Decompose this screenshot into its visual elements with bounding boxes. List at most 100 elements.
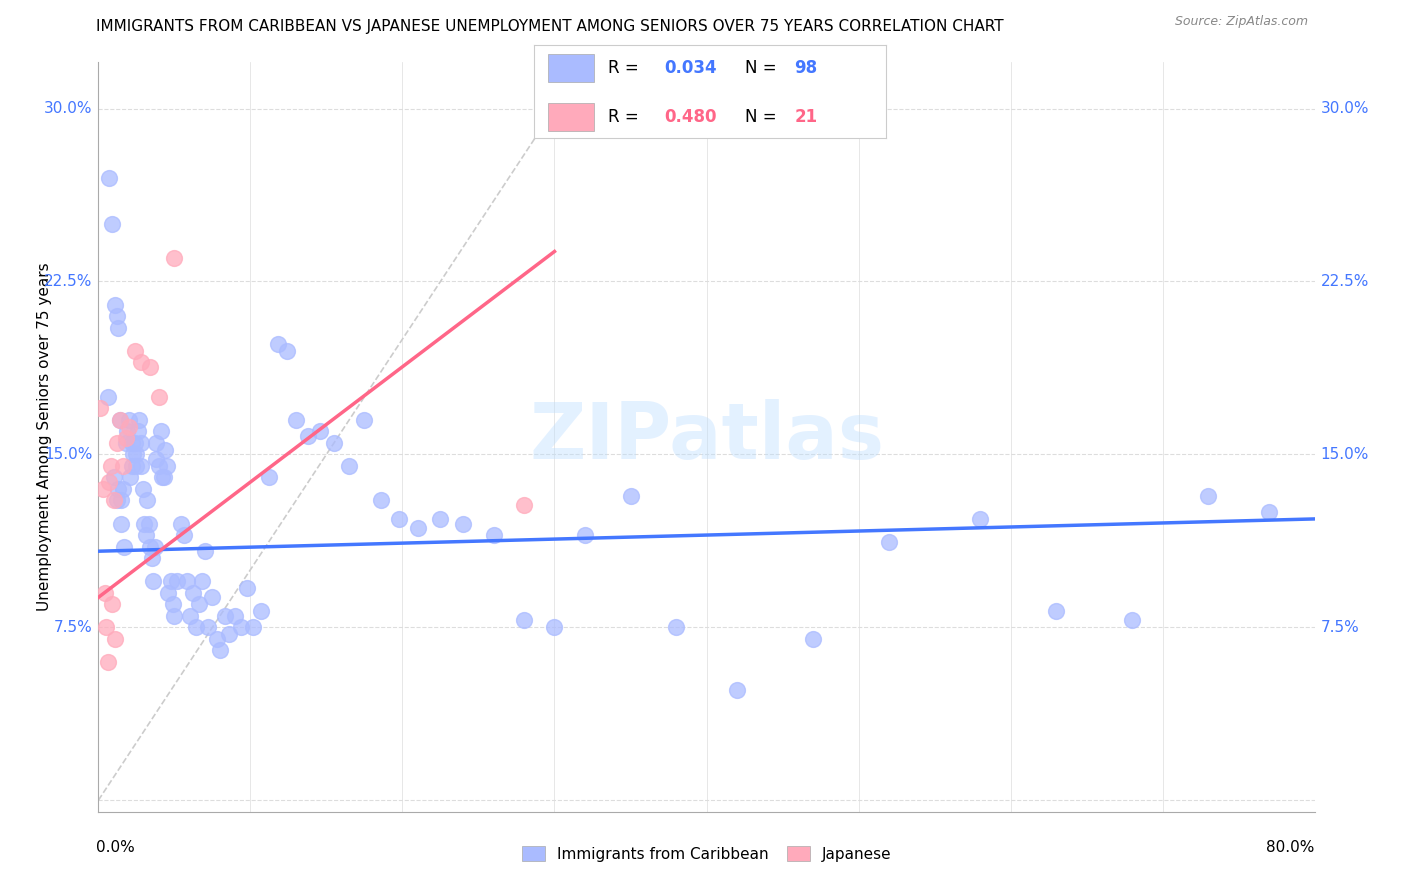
Text: 21: 21 bbox=[794, 108, 817, 126]
Point bbox=[214, 608, 236, 623]
Point bbox=[96, 655, 118, 669]
Point bbox=[184, 620, 207, 634]
Point bbox=[124, 435, 146, 450]
Point bbox=[1197, 489, 1219, 503]
FancyBboxPatch shape bbox=[548, 54, 593, 82]
Point bbox=[114, 435, 136, 450]
Point bbox=[111, 482, 134, 496]
Point bbox=[574, 528, 596, 542]
Point bbox=[187, 597, 209, 611]
Point bbox=[169, 516, 191, 531]
Point bbox=[129, 435, 152, 450]
Point bbox=[104, 297, 127, 311]
Point bbox=[242, 620, 264, 634]
Text: 80.0%: 80.0% bbox=[1267, 840, 1315, 855]
Point bbox=[138, 516, 160, 531]
Point bbox=[118, 419, 141, 434]
Point bbox=[89, 401, 111, 416]
Point bbox=[96, 390, 118, 404]
Point bbox=[121, 458, 143, 473]
Point bbox=[110, 493, 132, 508]
Point bbox=[197, 620, 219, 634]
Point bbox=[145, 435, 167, 450]
Point bbox=[108, 413, 131, 427]
Point bbox=[513, 613, 536, 627]
Point bbox=[725, 682, 748, 697]
Point bbox=[353, 413, 375, 427]
Text: 7.5%: 7.5% bbox=[1320, 620, 1360, 635]
Text: Source: ZipAtlas.com: Source: ZipAtlas.com bbox=[1174, 15, 1308, 28]
Text: 22.5%: 22.5% bbox=[1320, 274, 1369, 289]
Point bbox=[323, 435, 346, 450]
Point bbox=[93, 585, 115, 599]
Point bbox=[145, 452, 167, 467]
Point bbox=[103, 470, 125, 484]
Point bbox=[124, 343, 146, 358]
Point bbox=[127, 425, 149, 439]
Point bbox=[152, 470, 174, 484]
Y-axis label: Unemployment Among Seniors over 75 years: Unemployment Among Seniors over 75 years bbox=[37, 263, 52, 611]
Point bbox=[1258, 505, 1281, 519]
Point bbox=[166, 574, 188, 589]
Point bbox=[236, 581, 259, 595]
Point bbox=[156, 458, 179, 473]
Point bbox=[101, 597, 124, 611]
Point bbox=[543, 620, 565, 634]
Point bbox=[101, 217, 124, 231]
Point bbox=[120, 470, 142, 484]
Text: IMMIGRANTS FROM CARIBBEAN VS JAPANESE UNEMPLOYMENT AMONG SENIORS OVER 75 YEARS C: IMMIGRANTS FROM CARIBBEAN VS JAPANESE UN… bbox=[96, 20, 1004, 34]
Point bbox=[181, 585, 204, 599]
Point bbox=[453, 516, 475, 531]
Point bbox=[131, 482, 153, 496]
Legend: Immigrants from Caribbean, Japanese: Immigrants from Caribbean, Japanese bbox=[516, 839, 897, 868]
Point bbox=[105, 309, 128, 323]
Point bbox=[163, 608, 186, 623]
Text: R =: R = bbox=[609, 108, 644, 126]
Point bbox=[309, 425, 332, 439]
Point bbox=[619, 489, 641, 503]
Point bbox=[100, 458, 122, 473]
Point bbox=[231, 620, 253, 634]
Point bbox=[129, 458, 152, 473]
Point bbox=[108, 413, 131, 427]
Point bbox=[114, 431, 136, 445]
Point bbox=[201, 591, 224, 605]
Text: 15.0%: 15.0% bbox=[1320, 447, 1369, 462]
Point bbox=[513, 498, 536, 512]
Point bbox=[143, 540, 166, 554]
Text: 30.0%: 30.0% bbox=[1320, 101, 1369, 116]
Text: ZIPatlas: ZIPatlas bbox=[529, 399, 884, 475]
Point bbox=[209, 643, 232, 657]
Text: 0.480: 0.480 bbox=[665, 108, 717, 126]
Point bbox=[337, 458, 360, 473]
Point bbox=[482, 528, 505, 542]
Point bbox=[148, 458, 170, 473]
Point bbox=[157, 585, 180, 599]
Point bbox=[267, 336, 290, 351]
Point bbox=[205, 632, 228, 646]
Text: N =: N = bbox=[745, 59, 782, 77]
Point bbox=[104, 632, 127, 646]
Point bbox=[103, 493, 125, 508]
Point bbox=[110, 516, 132, 531]
Point bbox=[118, 413, 141, 427]
Point bbox=[194, 544, 217, 558]
Point bbox=[107, 482, 129, 496]
Point bbox=[1045, 604, 1067, 618]
Text: R =: R = bbox=[609, 59, 644, 77]
Point bbox=[406, 521, 429, 535]
Point bbox=[125, 447, 148, 461]
Point bbox=[112, 540, 135, 554]
Point bbox=[969, 512, 991, 526]
Text: 15.0%: 15.0% bbox=[44, 447, 93, 462]
Point bbox=[257, 470, 280, 484]
Point bbox=[98, 475, 121, 489]
Point bbox=[136, 493, 159, 508]
Text: 7.5%: 7.5% bbox=[53, 620, 93, 635]
Point bbox=[91, 482, 114, 496]
Point bbox=[132, 516, 155, 531]
Point bbox=[1121, 613, 1143, 627]
Text: 0.034: 0.034 bbox=[665, 59, 717, 77]
Point bbox=[107, 320, 129, 334]
Point bbox=[141, 551, 163, 566]
